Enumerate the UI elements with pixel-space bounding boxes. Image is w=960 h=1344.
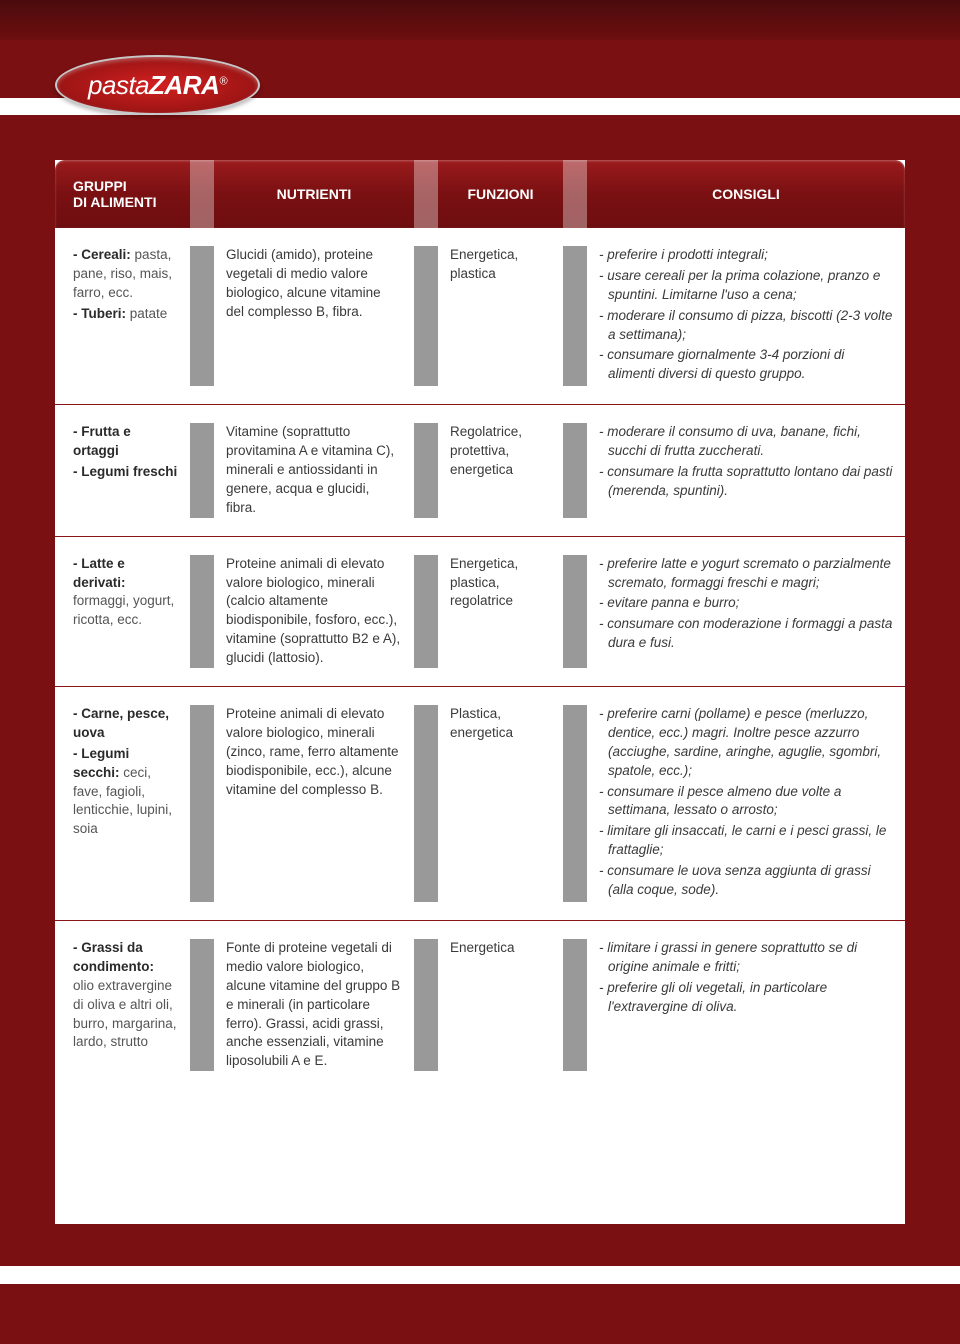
- logo-bold: ZARA: [149, 70, 219, 100]
- cell-divider: [563, 423, 587, 517]
- cell-consigli: - preferire latte e yogurt scremato o pa…: [587, 555, 905, 668]
- group-item: - Tuberi: patate: [73, 305, 178, 324]
- consigli-item: - preferire latte e yogurt scremato o pa…: [599, 555, 893, 593]
- group-item: - Carne, pesce, uova: [73, 705, 178, 743]
- cell-gruppi: - Frutta e ortaggi - Legumi freschi: [55, 423, 190, 517]
- group-main: - Legumi secchi:: [73, 746, 129, 780]
- cell-nutrienti: Proteine animali di elevato valore biolo…: [214, 555, 414, 668]
- header-divider: [414, 160, 438, 228]
- cell-consigli: - moderare il consumo di uva, banane, fi…: [587, 423, 905, 517]
- header-col-funzioni: FUNZIONI: [438, 160, 563, 228]
- cell-consigli: - preferire carni (pollame) e pesce (mer…: [587, 705, 905, 902]
- cell-divider: [190, 705, 214, 902]
- cell-consigli: - preferire i prodotti integrali; - usare…: [587, 246, 905, 386]
- logo-light: pasta: [88, 70, 149, 100]
- group-main: - Latte e derivati:: [73, 556, 126, 590]
- cell-divider: [563, 555, 587, 668]
- group-sub: olio extravergine di oliva e altri oli, …: [73, 978, 177, 1050]
- content-panel: GRUPPI DI ALIMENTI NUTRIENTI FUNZIONI CO…: [55, 160, 905, 1224]
- cell-divider: [190, 423, 214, 517]
- table-body: - Cereali: pasta, pane, riso, mais, farr…: [55, 228, 905, 1089]
- group-main: - Tuberi:: [73, 306, 126, 321]
- cell-gruppi: - Latte e derivati: formaggi, yogurt, ri…: [55, 555, 190, 668]
- cell-funzioni: Plastica, energetica: [438, 705, 563, 902]
- group-item: - Grassi da condimento: olio extravergin…: [73, 939, 178, 1052]
- cell-nutrienti: Proteine animali di elevato valore biolo…: [214, 705, 414, 902]
- cell-funzioni: Regolatrice, protettiva, energetica: [438, 423, 563, 517]
- header-divider: [190, 160, 214, 228]
- group-sub: formaggi, yogurt, ricotta, ecc.: [73, 593, 174, 627]
- cell-divider: [414, 939, 438, 1071]
- consigli-item: - evitare panna e burro;: [599, 594, 893, 613]
- consigli-item: - preferire i prodotti integrali;: [599, 246, 893, 265]
- cell-divider: [190, 246, 214, 386]
- cell-gruppi: - Carne, pesce, uova - Legumi secchi: cec…: [55, 705, 190, 902]
- header-col-consigli: CONSIGLI: [587, 160, 905, 228]
- consigli-item: - limitare i grassi in genere soprattutt…: [599, 939, 893, 977]
- consigli-item: - consumare la frutta soprattutto lontan…: [599, 463, 893, 501]
- group-main: - Frutta e ortaggi: [73, 424, 131, 458]
- group-sub: patate: [130, 306, 168, 321]
- group-item: - Cereali: pasta, pane, riso, mais, farr…: [73, 246, 178, 303]
- brand-logo: pastaZARA®: [55, 55, 260, 115]
- consigli-item: - moderare il consumo di uva, banane, fi…: [599, 423, 893, 461]
- group-item: - Legumi secchi: ceci, fave, fagioli, le…: [73, 745, 178, 839]
- table-row: - Frutta e ortaggi - Legumi freschi Vitami…: [55, 405, 905, 536]
- cell-divider: [414, 555, 438, 668]
- consigli-item: - consumare le uova senza aggiunta di gr…: [599, 862, 893, 900]
- logo-registered: ®: [219, 75, 227, 87]
- group-item: - Latte e derivati: formaggi, yogurt, ri…: [73, 555, 178, 631]
- cell-funzioni: Energetica, plastica, regolatrice: [438, 555, 563, 668]
- cell-divider: [563, 246, 587, 386]
- table-row: - Cereali: pasta, pane, riso, mais, farr…: [55, 228, 905, 405]
- consigli-item: - consumare giornalmente 3-4 porzioni di…: [599, 346, 893, 384]
- cell-divider: [414, 246, 438, 386]
- cell-divider: [563, 705, 587, 902]
- group-main: - Legumi freschi: [73, 464, 177, 479]
- table-row: - Carne, pesce, uova - Legumi secchi: cec…: [55, 687, 905, 921]
- cell-nutrienti: Glucidi (amido), proteine vegetali di me…: [214, 246, 414, 386]
- group-item: - Legumi freschi: [73, 463, 178, 482]
- group-main: - Cereali:: [73, 247, 131, 262]
- consigli-item: - consumare con moderazione i formaggi a…: [599, 615, 893, 653]
- cell-divider: [414, 423, 438, 517]
- cell-divider: [563, 939, 587, 1071]
- cell-divider: [190, 555, 214, 668]
- table-row: - Grassi da condimento: olio extravergin…: [55, 921, 905, 1089]
- cell-consigli: - limitare i grassi in genere soprattutt…: [587, 939, 905, 1071]
- cell-nutrienti: Fonte di proteine vegetali di medio valo…: [214, 939, 414, 1071]
- consigli-item: - limitare gli insaccati, le carni e i p…: [599, 822, 893, 860]
- table-header: GRUPPI DI ALIMENTI NUTRIENTI FUNZIONI CO…: [55, 160, 905, 228]
- consigli-item: - usare cereali per la prima colazione, …: [599, 267, 893, 305]
- consigli-item: - preferire gli oli vegetali, in partico…: [599, 979, 893, 1017]
- cell-nutrienti: Vitamine (soprattutto provitamina A e vi…: [214, 423, 414, 517]
- header-divider: [563, 160, 587, 228]
- cell-funzioni: Energetica: [438, 939, 563, 1071]
- cell-gruppi: - Cereali: pasta, pane, riso, mais, farr…: [55, 246, 190, 386]
- group-main: - Carne, pesce, uova: [73, 706, 169, 740]
- cell-divider: [414, 705, 438, 902]
- table-row: - Latte e derivati: formaggi, yogurt, ri…: [55, 537, 905, 687]
- consigli-item: - preferire carni (pollame) e pesce (mer…: [599, 705, 893, 781]
- group-main: - Grassi da condimento:: [73, 940, 154, 974]
- cell-funzioni: Energetica, plastica: [438, 246, 563, 386]
- footer-white-band: [0, 1266, 960, 1284]
- cell-divider: [190, 939, 214, 1071]
- consigli-item: - consumare il pesce almeno due volte a …: [599, 783, 893, 821]
- header-col-nutrienti: NUTRIENTI: [214, 160, 414, 228]
- consigli-item: - moderare il consumo di pizza, biscotti…: [599, 307, 893, 345]
- top-band: [0, 0, 960, 40]
- cell-gruppi: - Grassi da condimento: olio extravergin…: [55, 939, 190, 1071]
- header-col-gruppi: GRUPPI DI ALIMENTI: [55, 160, 190, 228]
- group-item: - Frutta e ortaggi: [73, 423, 178, 461]
